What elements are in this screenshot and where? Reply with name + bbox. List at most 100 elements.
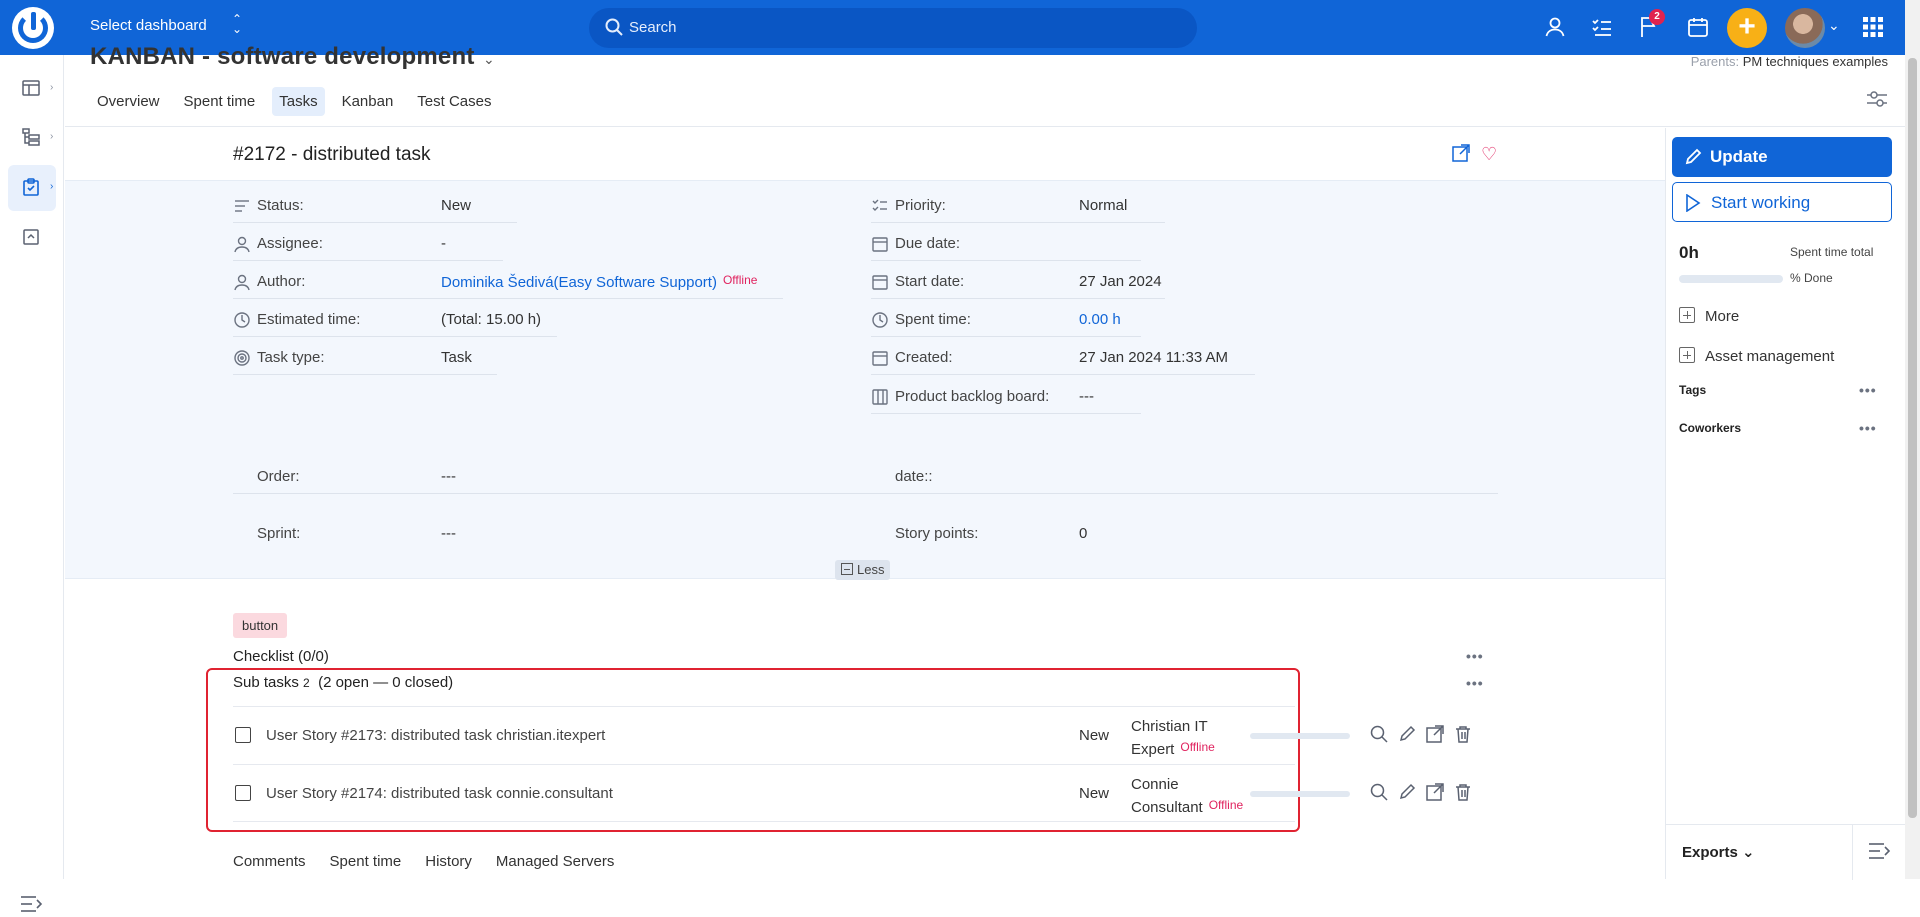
user-icon [234,274,250,291]
project-title[interactable]: KANBAN - software development [90,43,475,70]
tab-kanban[interactable]: Kanban [341,93,394,110]
less-toggle[interactable]: Less [835,560,891,580]
open-external-icon[interactable] [1426,783,1444,801]
project-tabs: Overview Spent time Tasks Kanban Test Ca… [90,87,499,116]
attr-label: Priority: [895,197,946,214]
parent-project-link[interactable]: PM techniques examples [1742,54,1888,69]
sprint-value[interactable]: --- [441,525,456,542]
collapse-sidebar-icon[interactable] [1868,842,1892,860]
more-dots-icon[interactable]: ••• [1466,675,1484,691]
plus-box-icon [1679,347,1695,363]
subtask-assignee[interactable]: Christian IT Expert Offline [1131,718,1215,758]
favorite-heart-icon[interactable]: ♡ [1481,144,1498,164]
chevron-updown-icon[interactable]: ⌃ ⌄ [232,12,243,36]
attributes-panel: Status: New Assignee: - Author: Dominika… [65,180,1665,580]
author-link[interactable]: Dominika Šedivá(Easy Software Support) Of… [441,273,758,291]
edit-pencil-icon[interactable] [1398,783,1416,801]
more-dots-icon[interactable]: ••• [1859,420,1877,436]
status-value[interactable]: New [441,197,472,214]
plus-box-icon [1679,307,1695,323]
filter-settings-icon[interactable] [1866,89,1888,109]
search-icon[interactable] [1370,783,1388,801]
story-points-label: Story points: [895,525,979,542]
priority-value[interactable]: Normal [1079,197,1128,214]
avatar[interactable] [1785,8,1825,48]
right-sidebar: Update Start working 0h Spent time total… [1665,128,1906,880]
subtask-link[interactable]: User Story #2173: distributed task chris… [266,727,606,744]
spent-time-link[interactable]: 0.00 h [1079,311,1121,328]
tags-heading: Tags [1679,383,1707,397]
subtask-checkbox[interactable] [235,785,251,801]
subtask-checkbox[interactable] [235,727,251,743]
tab-test-cases[interactable]: Test Cases [417,93,492,110]
tab-spent-time[interactable]: Spent time [329,853,402,870]
attr-product-backlog: Product backlog board: --- [871,376,1141,414]
attr-label: Task type: [257,349,325,366]
expand-menu-icon[interactable] [20,895,44,917]
spent-hours: 0h [1679,243,1699,262]
calendar-icon[interactable] [1686,15,1710,39]
update-button[interactable]: Update [1672,137,1892,177]
nav-dashboard[interactable] [8,66,56,112]
tab-overview[interactable]: Overview [97,93,160,110]
apps-grid-icon[interactable] [1861,15,1885,39]
story-points-value[interactable]: 0 [1079,525,1088,542]
chevron-right-icon: › [50,131,54,142]
asset-management-expander[interactable]: Asset management [1679,347,1834,365]
more-expander[interactable]: More [1679,307,1739,325]
user-icon [234,236,250,253]
custom-button[interactable]: button [233,613,288,638]
tab-tasks[interactable]: Tasks [272,87,325,116]
subtask-row: User Story #2174: distributed task conni… [233,764,1470,822]
tab-comments[interactable]: Comments [233,853,306,870]
add-button[interactable]: + [1727,8,1767,48]
chevron-right-icon: › [50,82,54,93]
subtask-assignee[interactable]: Connie Consultant Offline [1131,776,1244,816]
trash-icon[interactable] [1454,725,1472,743]
tasks-list-icon[interactable] [1590,15,1614,39]
checklist-title: Checklist (0/0) [233,648,329,665]
order-label: Order: [257,468,300,485]
search-input[interactable]: Search [589,8,1197,48]
open-external-icon[interactable] [1426,725,1444,743]
tab-history[interactable]: History [425,853,472,870]
assignee-value[interactable]: - [441,235,446,252]
chevron-down-icon[interactable]: ⌄ [1828,17,1840,33]
page-scrollbar[interactable] [1905,0,1920,879]
attr-label: Created: [895,349,953,366]
calendar-icon [872,351,888,366]
trash-icon[interactable] [1454,783,1472,801]
order-value[interactable]: --- [441,468,456,485]
more-dots-icon[interactable]: ••• [1859,382,1877,398]
attr-due-date: Due date: [871,223,1141,261]
subtasks-count: 2 [303,676,310,690]
tree-icon [22,128,40,146]
parents-label: Parents: [1690,54,1740,69]
nav-tasks[interactable] [8,165,56,211]
subtasks-title: Sub tasks 2 (2 open — 0 closed) [233,674,454,691]
project-header: KANBAN - software development ⌄ Parents:… [65,43,1905,127]
product-backlog-value[interactable]: --- [1079,388,1094,405]
task-type-value[interactable]: Task [441,349,472,366]
search-icon[interactable] [1370,725,1388,743]
select-dashboard[interactable]: Select dashboard [90,17,207,34]
collapse-icon [841,563,853,575]
start-date-value[interactable]: 27 Jan 2024 [1079,273,1162,290]
app-logo[interactable] [12,7,54,49]
subtask-progress-bar [1250,733,1350,739]
nav-collapse-box[interactable] [8,215,56,261]
more-dots-icon[interactable]: ••• [1466,648,1484,664]
tab-managed-servers[interactable]: Managed Servers [495,853,615,870]
chevron-down-icon: ⌄ [1742,844,1755,861]
nav-projects[interactable] [8,115,56,161]
open-external-icon[interactable] [1452,144,1470,162]
edit-pencil-icon[interactable] [1398,725,1416,743]
subtask-link[interactable]: User Story #2174: distributed task conni… [266,785,613,802]
chevron-down-icon[interactable]: ⌄ [483,51,495,67]
start-working-button[interactable]: Start working [1672,182,1892,222]
exports-dropdown[interactable]: Exports ⌄ [1682,844,1755,861]
estimated-time-value[interactable]: (Total: 15.00 h) [441,311,542,328]
user-icon[interactable] [1543,15,1567,39]
tab-spent-time[interactable]: Spent time [183,93,256,110]
attr-author: Author: Dominika Šedivá(Easy Software Su… [233,261,783,299]
